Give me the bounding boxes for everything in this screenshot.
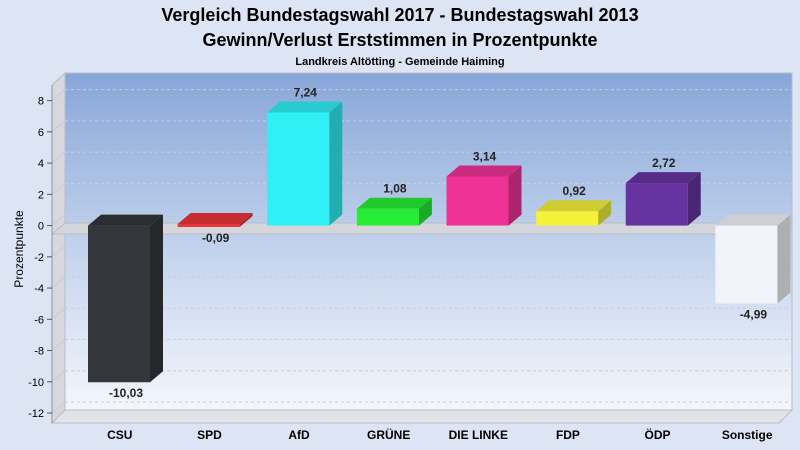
bar — [536, 200, 612, 226]
bar-side — [150, 214, 163, 383]
category-label: ÖDP — [645, 427, 671, 442]
chart-title: Vergleich Bundestagswahl 2017 - Bundesta… — [161, 5, 638, 25]
plot-floor — [50, 409, 794, 424]
y-axis-ticks: 8 6 4 2 0 -2 -4 -6 -8 -10 -12 — [28, 96, 52, 420]
value-labels: -10,03 -0,09 7,24 1,08 3,14 0,92 2,72 -4,99 — [109, 85, 767, 400]
grid-line-side — [51, 339, 66, 351]
category-label: Sonstige — [722, 428, 773, 442]
grid-line-side — [51, 370, 66, 383]
bar-top — [446, 165, 522, 177]
bar-front — [536, 211, 599, 226]
bar-top — [625, 172, 701, 184]
category-label: DIE LINKE — [449, 428, 508, 442]
bar — [267, 101, 343, 226]
bar-front — [625, 183, 688, 226]
bars — [88, 101, 791, 383]
bar — [88, 214, 163, 383]
category-label: GRÜNE — [367, 427, 410, 442]
bar — [177, 212, 253, 227]
value-label: 2,72 — [652, 156, 676, 170]
grid-line-side — [51, 89, 66, 102]
grid-line-side — [51, 307, 66, 320]
bar — [625, 172, 701, 226]
bar-side — [418, 197, 432, 226]
grid-line-side — [51, 245, 66, 258]
grid-line-side — [51, 151, 66, 164]
y-tick-label: 0 — [38, 221, 44, 233]
y-tick-label: -6 — [34, 314, 44, 326]
y-tick-label: 6 — [38, 127, 44, 139]
bar-top — [267, 101, 343, 113]
plot-background — [64, 72, 793, 411]
bar-side — [598, 200, 612, 226]
grid-line-side — [51, 276, 66, 289]
bar-side — [329, 101, 343, 226]
category-label: SPD — [197, 428, 222, 442]
value-label: 3,14 — [473, 150, 497, 164]
y-tick-label: -10 — [28, 377, 44, 389]
bar-top — [715, 214, 791, 226]
value-label: 7,24 — [294, 85, 318, 99]
bar-side — [239, 212, 253, 227]
bar — [356, 197, 432, 226]
y-tick-label: -4 — [34, 283, 44, 295]
bar-top — [177, 212, 253, 224]
grid-line-side — [51, 214, 66, 226]
y-tick-label: -12 — [28, 408, 44, 420]
bar-front — [267, 112, 330, 226]
y-tick-label: 2 — [38, 189, 44, 201]
grid-line-side — [51, 401, 66, 414]
bar-front — [715, 225, 778, 304]
y-tick-label: 4 — [38, 158, 44, 170]
category-label: FDP — [556, 428, 580, 442]
bar-side — [508, 165, 522, 226]
value-label: 1,08 — [383, 182, 407, 196]
y-tick-label: -2 — [34, 252, 44, 264]
bar-front — [446, 176, 509, 226]
grid-lines — [51, 89, 792, 414]
bar-side — [777, 214, 791, 304]
bar — [446, 165, 522, 226]
bar-side — [687, 172, 701, 226]
value-label: -10,03 — [109, 386, 143, 400]
chart-title-line2: Gewinn/Verlust Erststimmen in Prozentpun… — [202, 30, 597, 50]
bar-top — [356, 197, 432, 209]
bar-top — [536, 200, 612, 212]
value-label: -4,99 — [740, 308, 768, 322]
value-label: 0,92 — [562, 184, 586, 198]
bar — [715, 214, 791, 304]
category-label: AfD — [288, 428, 310, 442]
y-tick-label: -8 — [34, 346, 44, 358]
bar-front — [88, 225, 150, 383]
bar-front — [356, 208, 419, 226]
chart-subtitle: Landkreis Altötting - Gemeinde Haiming — [295, 56, 504, 68]
grid-line-side — [51, 182, 66, 195]
bar-front — [177, 223, 240, 227]
grid-line-side — [51, 120, 66, 133]
y-tick-label: 8 — [38, 96, 44, 108]
value-label: -0,09 — [202, 231, 230, 245]
bar-top — [88, 214, 163, 226]
x-axis-categories: CSU SPD AfD GRÜNE DIE LINKE FDP ÖDP Sonstige — [107, 427, 773, 442]
category-label: CSU — [107, 428, 132, 442]
y-axis-label: Prozentpunkte — [12, 210, 26, 288]
